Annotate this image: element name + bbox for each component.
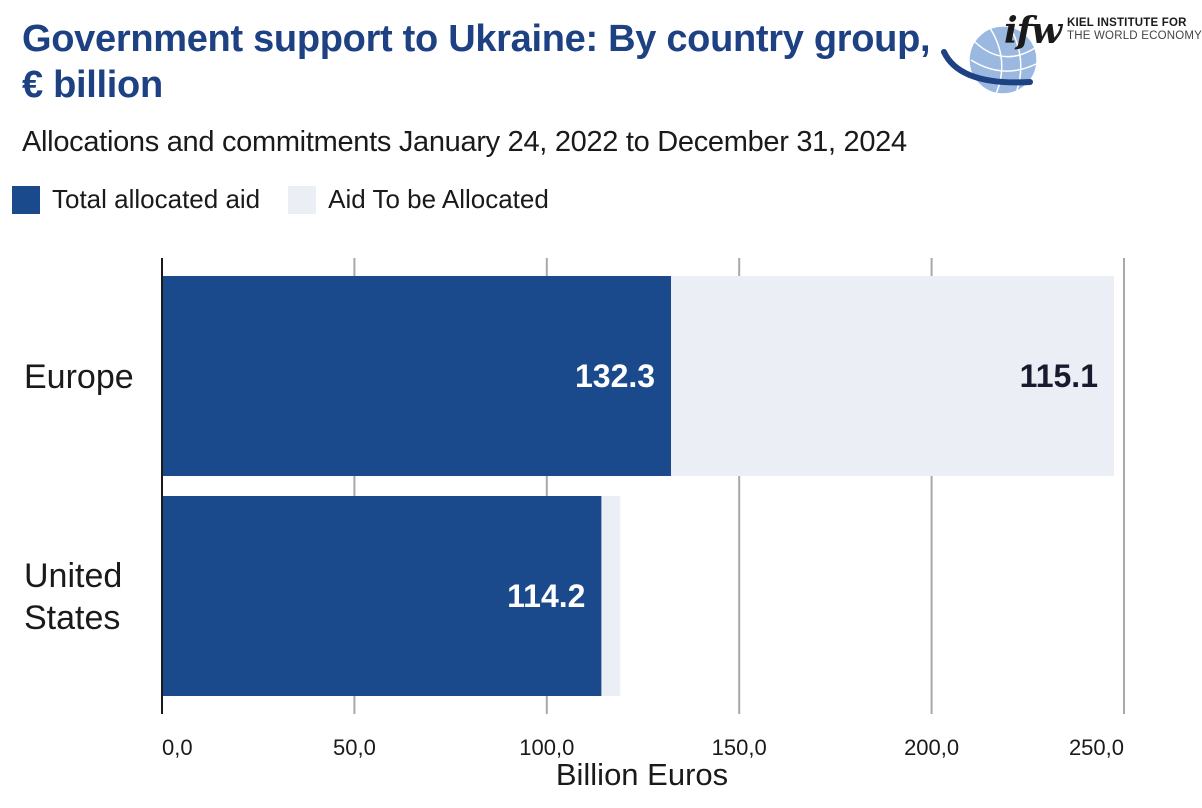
logo-line-2: THE WORLD ECONOMY [1067, 30, 1202, 42]
category-label-europe: Europe [24, 358, 134, 396]
x-tick-label-4: 200,0 [904, 735, 959, 760]
x-tick-label-3: 150,0 [712, 735, 767, 760]
legend-label-to-be-allocated: Aid To be Allocated [328, 184, 549, 214]
bar-united-states-to-be-allocated [601, 496, 621, 696]
chart-subtitle: Allocations and commitments January 24, … [22, 126, 907, 158]
bar-europe-to-be-allocated [671, 276, 1114, 476]
legend-swatch-to-be-allocated [288, 185, 317, 214]
ifw-logo [940, 8, 1190, 100]
data-label-europe-to-be-allocated: 115.1 [1020, 358, 1098, 394]
bar-united-states-allocated [162, 496, 602, 696]
globe-icon [941, 25, 1038, 95]
legend: Total allocated aid Aid To be Allocated [12, 184, 577, 215]
logo-caption: KIEL INSTITUTE FOR THE WORLD ECONOMY [1067, 17, 1202, 43]
ifw-logo-mark: ifw [1004, 10, 1062, 52]
data-label-europe-allocated: 132.3 [575, 358, 655, 394]
category-label-united-states: United States [24, 557, 122, 637]
bar-chart: 132.3 115.1 114.2 Europe United States 0,0 50,0… [24, 258, 1125, 792]
logo-line-1: KIEL INSTITUTE FOR [1067, 17, 1187, 29]
x-tick-label-0: 0,0 [162, 735, 193, 760]
chart-title: Government support to Ukraine: By countr… [22, 18, 931, 106]
x-axis-title: Billion Euros [556, 757, 728, 792]
x-tick-label-1: 50,0 [333, 735, 376, 760]
legend-label-allocated: Total allocated aid [52, 184, 261, 214]
data-label-united-states-allocated: 114.2 [507, 578, 585, 614]
x-tick-label-5: 250,0 [1069, 735, 1124, 760]
legend-item-to-be-allocated: Aid To be Allocated [288, 184, 549, 215]
bar-europe-allocated [162, 276, 672, 476]
legend-item-allocated: Total allocated aid [12, 184, 260, 215]
x-tick-label-2: 100,0 [519, 735, 574, 760]
legend-swatch-allocated [12, 185, 40, 214]
